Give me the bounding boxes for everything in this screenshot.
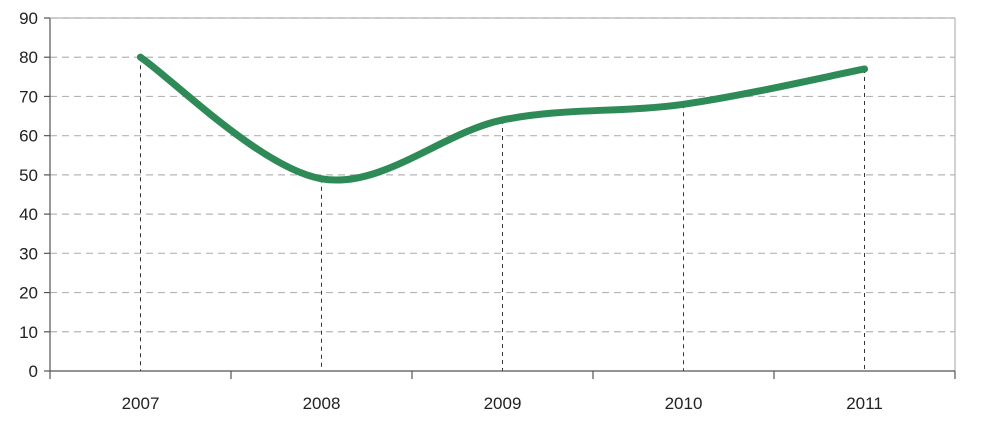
series-line — [137, 53, 868, 184]
data-point-2011 — [861, 65, 868, 73]
y-tick-label-20: 20 — [19, 284, 38, 303]
axes — [44, 17, 956, 379]
x-tick-label-2007: 2007 — [122, 394, 160, 413]
data-point-2010 — [680, 100, 687, 108]
x-tick-label-2011: 2011 — [846, 394, 883, 413]
data-point-2008 — [318, 175, 325, 183]
y-tick-label-30: 30 — [19, 244, 38, 263]
y-tick-label-50: 50 — [19, 166, 38, 185]
x-tick-label-2010: 2010 — [665, 394, 703, 413]
data-point-2007 — [137, 53, 144, 61]
y-tick-label-90: 90 — [19, 9, 38, 28]
tick-labels: 0 10 20 30 40 50 60 70 80 90 2007 2008 2009 2010 2011 — [19, 9, 883, 413]
y-tick-label-70: 70 — [19, 87, 38, 106]
y-tick-label-40: 40 — [19, 205, 38, 224]
y-tick-label-60: 60 — [19, 127, 38, 146]
series-lines — [137, 53, 868, 184]
y-tick-label-10: 10 — [19, 323, 38, 342]
y-tick-label-80: 80 — [19, 48, 38, 67]
x-tick-label-2009: 2009 — [484, 394, 522, 413]
x-tick-label-2008: 2008 — [303, 394, 341, 413]
grid-lines — [50, 17, 955, 371]
y-tick-label-0: 0 — [29, 362, 38, 381]
data-point-2009 — [499, 116, 506, 124]
